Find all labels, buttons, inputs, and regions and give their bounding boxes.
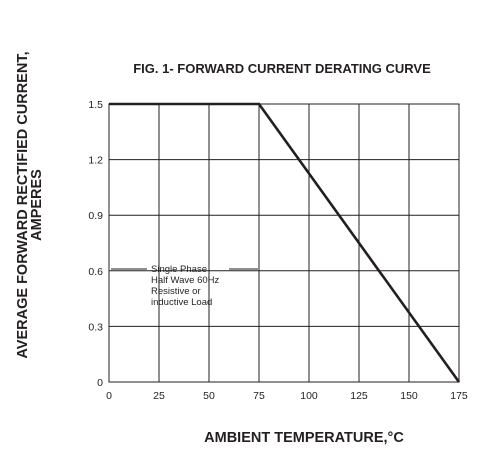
y-tick-label: 0.3 xyxy=(88,321,103,333)
x-tick-label: 125 xyxy=(350,390,368,402)
x-tick-label: 150 xyxy=(400,390,418,402)
chart-title: FIG. 1- FORWARD CURRENT DERATING CURVE xyxy=(133,61,431,76)
x-axis-ticks: 0 25 50 75 100 125 150 175 xyxy=(106,390,468,402)
y-axis-title-line: AMPERES xyxy=(29,169,45,241)
y-tick-label: 1.5 xyxy=(88,99,103,111)
grid xyxy=(109,104,459,382)
x-tick-label: 100 xyxy=(300,390,318,402)
y-tick-label: 0.9 xyxy=(88,210,103,222)
annotation-text: Single Phase xyxy=(151,264,207,275)
x-tick-label: 0 xyxy=(106,390,112,402)
x-tick-label: 25 xyxy=(153,390,165,402)
derating-curve-line xyxy=(109,102,461,383)
annotation-text: Half Wave 60Hz xyxy=(151,275,220,286)
x-axis-title: AMBIENT TEMPERATURE,°C xyxy=(204,430,404,446)
y-axis-title: AVERAGE FORWARD RECTIFIED CURRENT, AMPER… xyxy=(15,51,45,358)
x-tick-label: 75 xyxy=(253,390,265,402)
annotation: Single Phase Half Wave 60Hz Resistive or… xyxy=(111,264,258,308)
plot-area-frame xyxy=(108,103,460,383)
y-tick-label: 0 xyxy=(97,377,103,389)
x-tick-label: 175 xyxy=(450,390,468,402)
y-axis-title-line: AVERAGE FORWARD RECTIFIED CURRENT, xyxy=(15,51,31,358)
y-tick-label: 0.6 xyxy=(88,266,103,278)
annotation-text: Resistive or xyxy=(151,286,201,297)
y-axis-ticks: 0 0.3 0.6 0.9 1.2 1.5 xyxy=(88,99,103,389)
x-tick-label: 50 xyxy=(203,390,215,402)
annotation-text: inductive Load xyxy=(151,297,212,308)
y-tick-label: 1.2 xyxy=(88,155,103,167)
